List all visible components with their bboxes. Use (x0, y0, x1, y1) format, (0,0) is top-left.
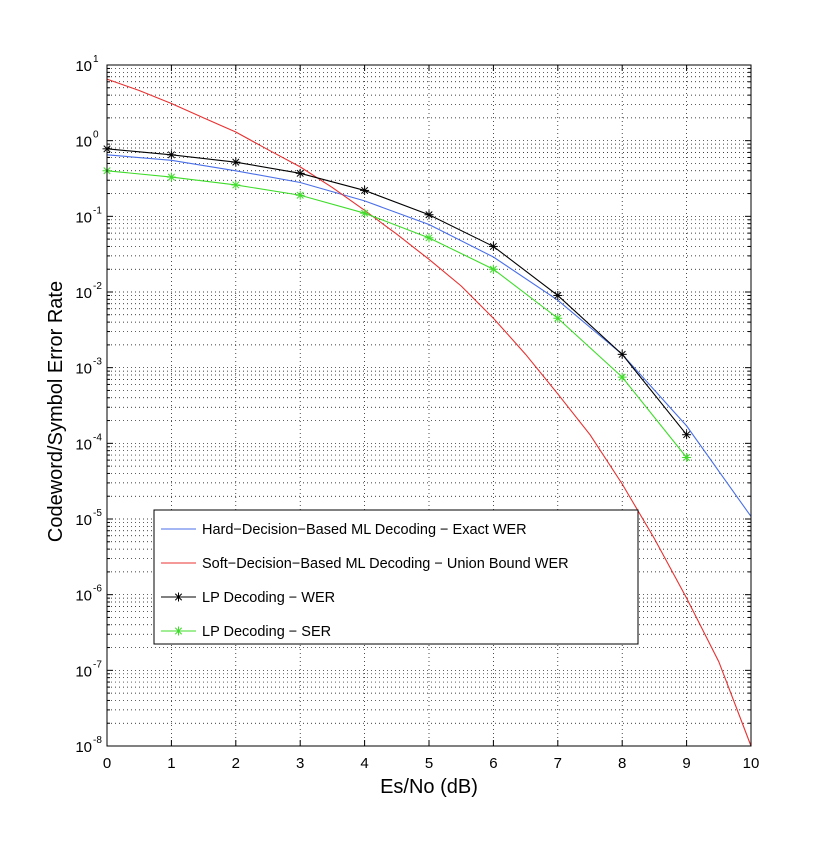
y-tick-label-exponent: -3 (93, 357, 102, 368)
x-tick-label: 3 (296, 755, 304, 772)
y-tick-label: 10 -6 (75, 584, 102, 605)
y-tick-label-exponent: -1 (93, 205, 102, 216)
data-point-lp-decoding-wer (488, 241, 498, 251)
y-tick-label: 10 -2 (75, 281, 102, 302)
legend: Hard−Decision−Based ML Decoding − Exact … (153, 509, 639, 645)
legend-entry-hard-decision-wer: Hard−Decision−Based ML Decoding − Exact … (161, 522, 527, 538)
y-tick-label: 10 -3 (75, 357, 102, 378)
x-tick-label: 10 (743, 755, 760, 772)
y-axis-label: Codeword/Symbol Error Rate (45, 281, 67, 542)
data-point-lp-decoding-wer (617, 349, 627, 359)
x-tick-label: 2 (232, 755, 240, 772)
series-line-hard-decision-wer (106, 154, 752, 517)
data-point-lp-decoding-ser (360, 208, 370, 218)
x-axis-label: Es/No (dB) (380, 776, 478, 798)
x-tick-label: 6 (489, 755, 497, 772)
y-tick-label-base: 10 (75, 512, 92, 529)
x-tick-label: 1 (167, 755, 175, 772)
grid (106, 65, 752, 747)
y-tick-label-base: 10 (75, 285, 92, 302)
plot-frame (106, 64, 752, 747)
y-tick-label: 10 1 (75, 54, 99, 75)
y-tick-label: 10 0 (75, 130, 99, 151)
x-tick-label: 4 (360, 755, 368, 772)
data-point-lp-decoding-wer (553, 290, 563, 300)
series-line-lp-decoding-ser (106, 170, 688, 458)
data-point-lp-decoding-ser (488, 264, 498, 274)
data-point-lp-decoding-ser (682, 452, 692, 462)
y-tick-label-exponent: -4 (93, 432, 102, 443)
x-tick-label: 5 (425, 755, 433, 772)
legend-marker (174, 592, 183, 602)
data-point-lp-decoding-ser (231, 180, 241, 190)
y-tick-label-exponent: -7 (93, 659, 102, 670)
x-tick-label: 8 (618, 755, 626, 772)
y-tick-label-exponent: -8 (93, 735, 102, 746)
data-point-lp-decoding-ser (295, 190, 305, 200)
legend-marker (174, 626, 183, 636)
x-tick-label: 7 (554, 755, 562, 772)
y-tick-label-base: 10 (75, 739, 92, 756)
y-tick-label: 10 -8 (75, 735, 102, 756)
x-tick-labels: 0 1 2 3 4 5 6 7 8 9 10 (103, 755, 760, 772)
series-soft-decision-union-bound (106, 78, 752, 747)
series-lp-decoding-ser (102, 166, 692, 462)
y-tick-label-exponent: 0 (93, 130, 99, 141)
data-point-lp-decoding-wer (424, 210, 434, 220)
data-point-lp-decoding-wer (360, 185, 370, 195)
data-point-lp-decoding-wer (682, 430, 692, 440)
data-point-lp-decoding-wer (166, 150, 176, 160)
y-tick-label-exponent: 1 (93, 54, 99, 65)
y-tick-label-exponent: -5 (93, 508, 102, 519)
legend-label: LP Decoding − SER (202, 624, 331, 640)
legend-label: Hard−Decision−Based ML Decoding − Exact … (202, 522, 527, 538)
data-point-lp-decoding-ser (424, 233, 434, 243)
data-point-lp-decoding-wer (295, 168, 305, 178)
y-tick-label: 10 -5 (75, 508, 102, 529)
legend-box (153, 509, 639, 645)
y-tick-label-base: 10 (75, 361, 92, 378)
y-tick-label-base: 10 (75, 663, 92, 680)
legend-entry-lp-decoding-ser: LP Decoding − SER (161, 624, 331, 640)
y-tick-label: 10 -7 (75, 659, 102, 680)
y-tick-label-base: 10 (75, 209, 92, 226)
y-tick-label-base: 10 (75, 58, 92, 75)
legend-entry-lp-decoding-wer: LP Decoding − WER (161, 590, 335, 606)
y-tick-label: 10 -1 (75, 205, 102, 226)
y-tick-label-exponent: -6 (93, 584, 102, 595)
series-line-soft-decision-union-bound (106, 78, 752, 747)
legend-label: LP Decoding − WER (202, 590, 335, 606)
data-point-lp-decoding-ser (617, 372, 627, 382)
y-tick-label-exponent: -2 (93, 281, 102, 292)
y-tick-label-base: 10 (75, 436, 92, 453)
x-tick-label: 0 (103, 755, 111, 772)
data-point-lp-decoding-ser (166, 172, 176, 182)
data-point-lp-decoding-ser (553, 313, 563, 323)
series-hard-decision-wer (106, 154, 752, 517)
data-point-lp-decoding-wer (231, 157, 241, 167)
legend-label: Soft−Decision−Based ML Decoding − Union … (202, 556, 569, 572)
legend-entry-soft-decision-union-bound: Soft−Decision−Based ML Decoding − Union … (161, 556, 569, 572)
y-tick-label-base: 10 (75, 588, 92, 605)
y-tick-label-base: 10 (75, 134, 92, 151)
y-tick-label: 10 -4 (75, 432, 102, 453)
series-line-lp-decoding-wer (106, 148, 688, 436)
x-tick-label: 9 (682, 755, 690, 772)
